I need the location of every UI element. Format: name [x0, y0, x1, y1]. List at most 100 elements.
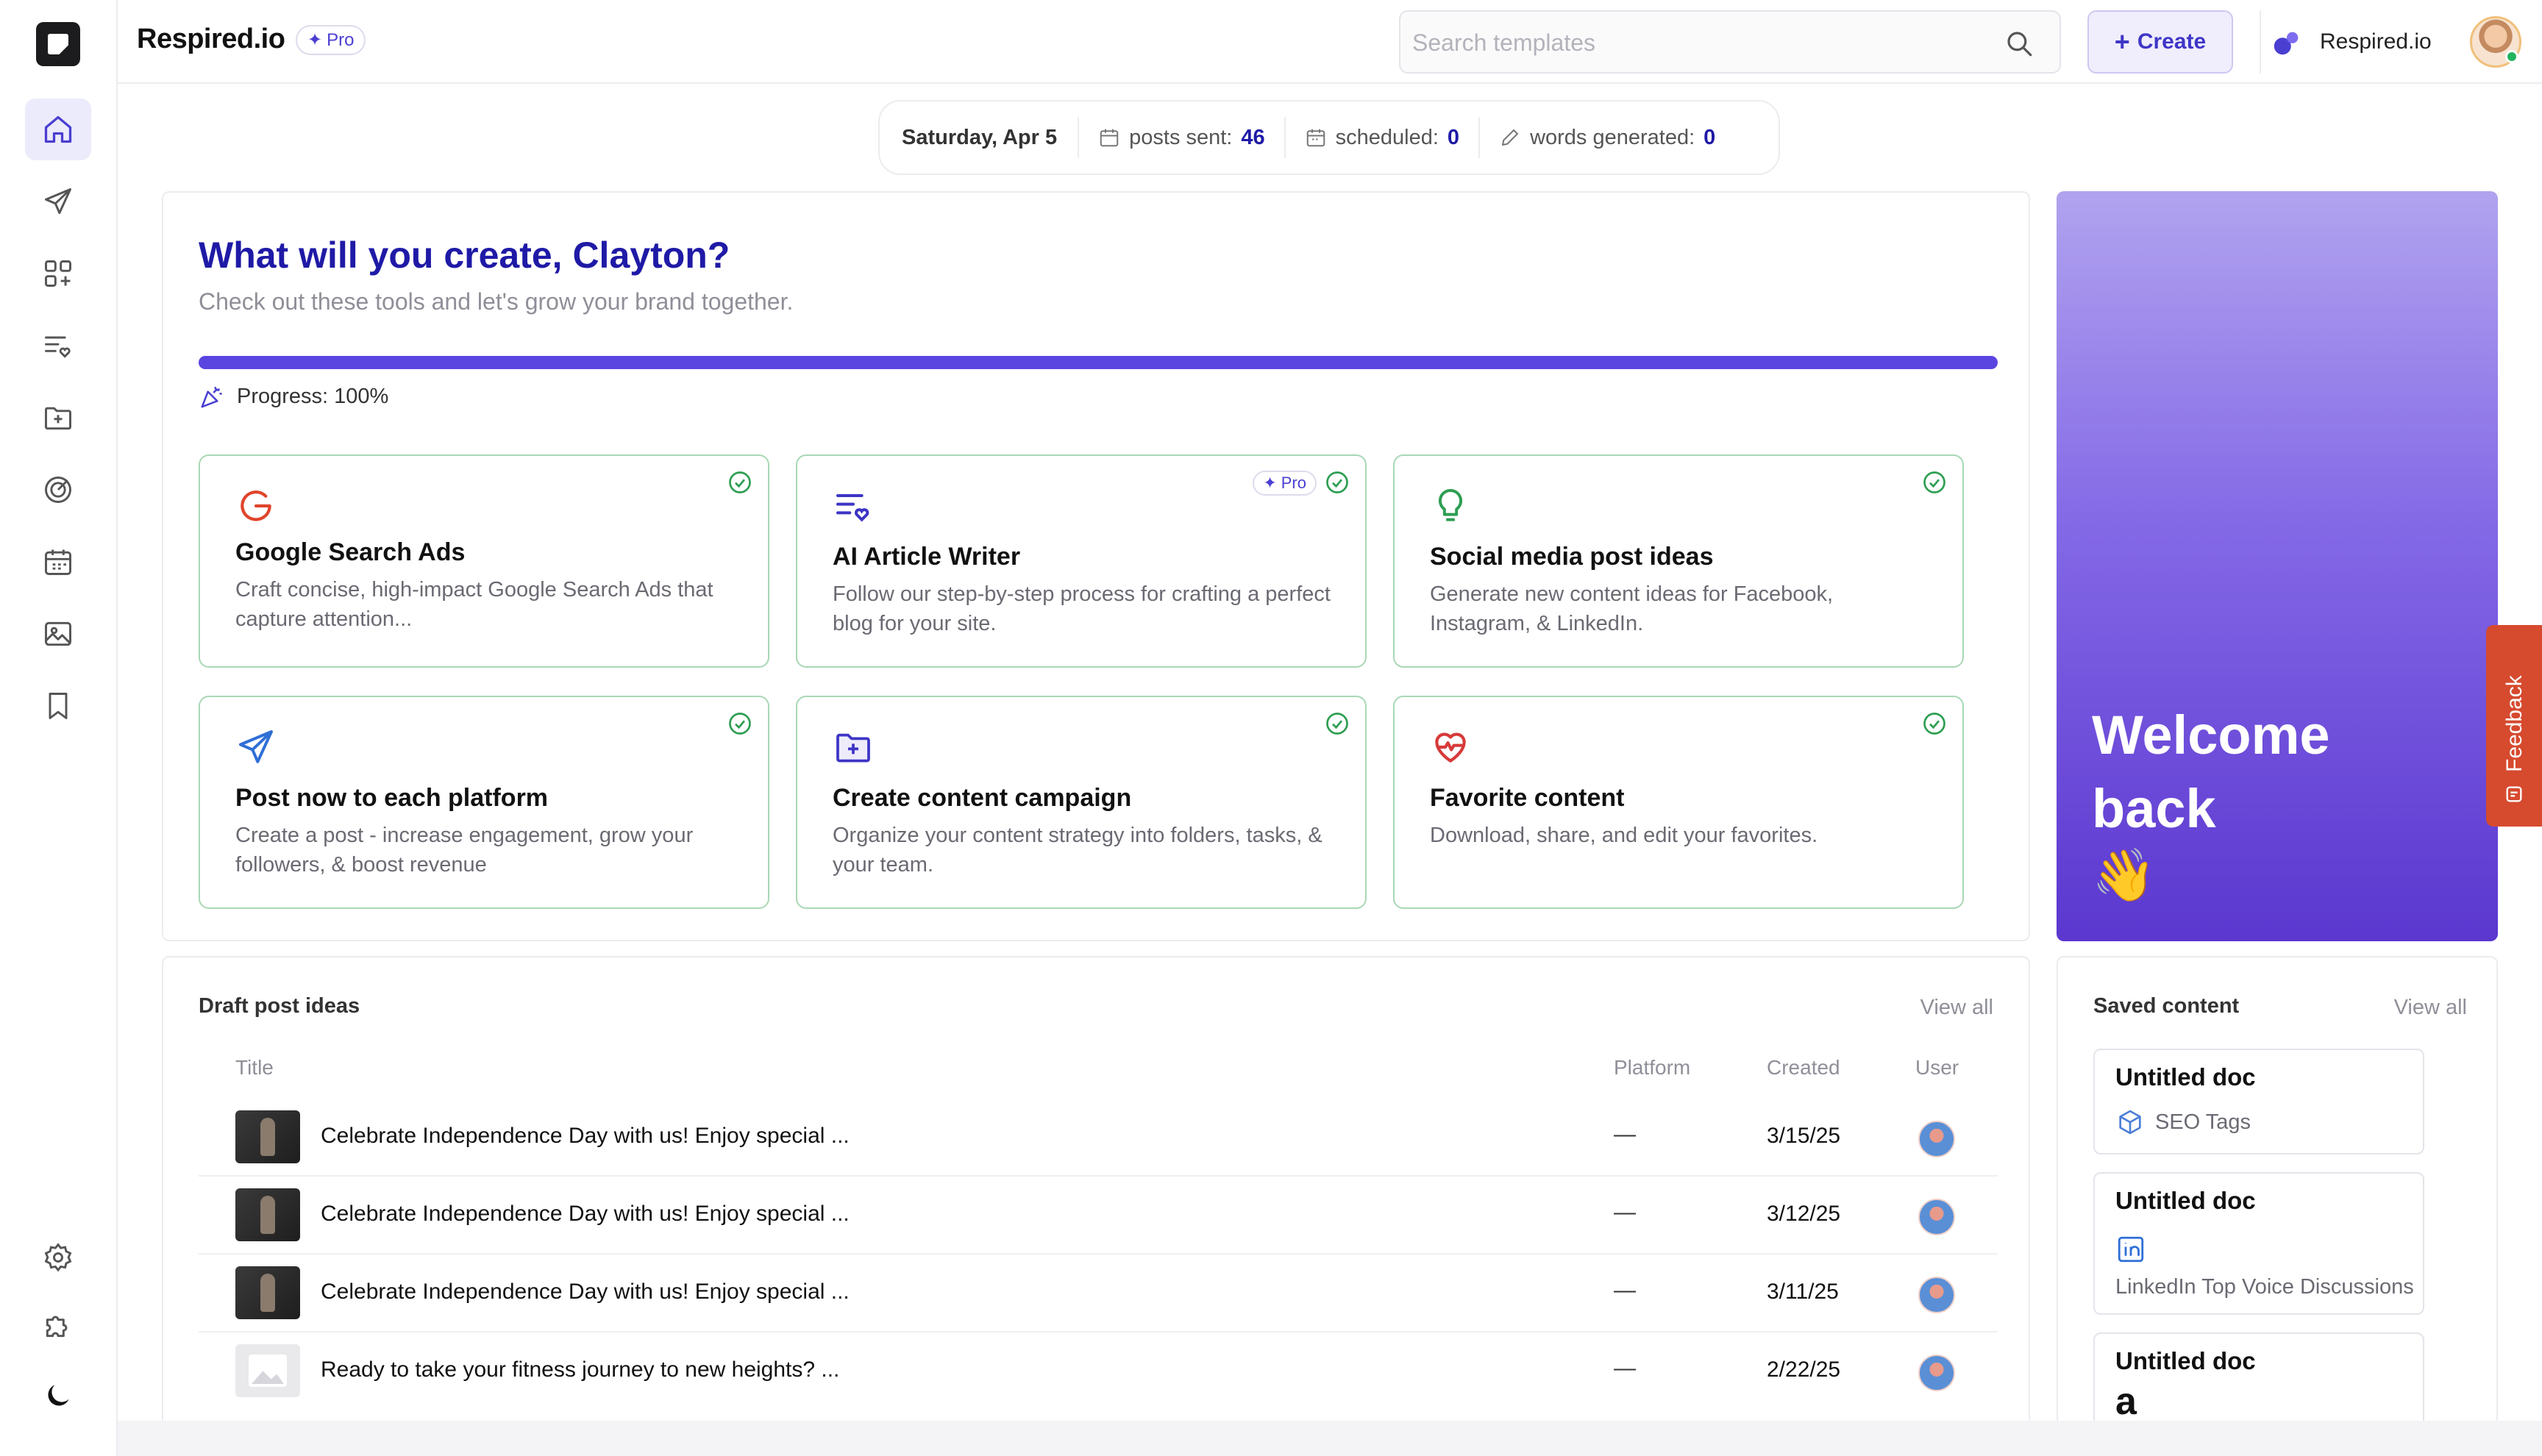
table-row[interactable]: Ready to take your fitness journey to ne… — [199, 1332, 1998, 1410]
tool-card-google-search-ads[interactable]: Google Search Ads Craft concise, high-im… — [199, 454, 769, 668]
column-header-user[interactable]: User — [1915, 1056, 1959, 1079]
post-title: Ready to take your fitness journey to ne… — [321, 1357, 840, 1382]
doc-name: Untitled doc — [2115, 1187, 2256, 1214]
tool-name: Social media post ideas — [1430, 543, 1714, 571]
feedback-label: Feedback — [2502, 675, 2527, 772]
puzzle-icon — [46, 1316, 68, 1338]
tool-card-ai-article-writer[interactable]: ✦ Pro AI Article Writer Follow our step-… — [796, 454, 1367, 668]
column-header-created[interactable]: Created — [1767, 1056, 1840, 1079]
doc-name: Untitled doc — [2115, 1063, 2256, 1091]
tool-description: Follow our step-by-step process for craf… — [833, 582, 1331, 635]
sidebar-item-goals[interactable] — [25, 459, 91, 521]
linkedin-icon — [2118, 1236, 2144, 1263]
user-avatar — [1918, 1121, 1955, 1157]
post-title: Celebrate Independence Day with us! Enjo… — [321, 1280, 850, 1304]
section-title: Draft post ideas — [199, 994, 360, 1018]
chat-icon — [2506, 786, 2522, 802]
workspace-switcher[interactable]: Respired.io — [2260, 10, 2542, 74]
hero-subtitle: Check out these tools and let's grow you… — [199, 288, 794, 315]
feedback-tab[interactable]: Feedback — [2486, 625, 2542, 827]
search-input[interactable] — [1412, 26, 1986, 59]
table-row[interactable]: Celebrate Independence Day with us! Enjo… — [199, 1099, 1998, 1177]
sidebar-item-images[interactable] — [25, 603, 91, 665]
column-header-platform[interactable]: Platform — [1614, 1056, 1691, 1079]
tool-card-create-content-campaign[interactable]: Create content campaign Organize your co… — [796, 696, 1367, 909]
tool-name: Favorite content — [1430, 784, 1625, 812]
sidebar-item-integrations[interactable] — [25, 1294, 91, 1356]
moon-icon — [48, 1385, 69, 1406]
tool-name: Google Search Ads — [235, 538, 466, 566]
welcome-text: Welcome back — [2092, 704, 2330, 839]
saved-doc-card[interactable]: Untitled doc SEO Tags — [2093, 1049, 2424, 1155]
pro-badge: ✦ Pro — [296, 25, 366, 55]
view-all-link[interactable]: View all — [2393, 996, 2467, 1019]
bookmark-icon — [49, 693, 68, 719]
tool-card-favorite-content[interactable]: Favorite content Download, share, and ed… — [1393, 696, 1964, 909]
view-all-link[interactable]: View all — [1920, 996, 1993, 1019]
check-circle-icon — [729, 471, 751, 493]
onboarding-card: What will you create, Clayton? Check out… — [162, 191, 2030, 941]
current-date: Saturday, Apr 5 — [902, 125, 1058, 149]
doc-template: LinkedIn Top Voice Discussions — [2115, 1275, 2414, 1299]
saved-doc-card[interactable]: Untitled doc LinkedIn Top Voice Discussi… — [2093, 1172, 2424, 1315]
posts-sent-label: posts sent: — [1129, 125, 1233, 149]
sidebar-item-settings[interactable] — [25, 1227, 91, 1288]
tool-card-post-now[interactable]: Post now to each platform Create a post … — [199, 696, 769, 909]
calendar-icon — [1306, 129, 1325, 147]
section-title: Saved content — [2093, 994, 2240, 1018]
post-platform: — — [1614, 1122, 1636, 1146]
sidebar-item-theme[interactable] — [25, 1365, 91, 1427]
sidebar-item-calendar[interactable] — [25, 531, 91, 593]
progress-status: Progress: 100% — [199, 382, 388, 410]
stat-scheduled: scheduled: 0 — [1284, 117, 1478, 158]
gear-icon — [44, 1243, 72, 1272]
posts-sent-value: 46 — [1241, 125, 1265, 149]
pencil-icon — [1502, 129, 1519, 146]
user-avatar — [1918, 1355, 1955, 1391]
user-avatar — [1918, 1277, 1955, 1313]
check-circle-icon — [1923, 471, 1945, 493]
sidebar-item-folder[interactable] — [25, 387, 91, 449]
home-icon — [44, 115, 72, 143]
send-icon — [45, 188, 71, 215]
sparkle-icon: ✦ — [1263, 474, 1277, 492]
workspace-logo-icon — [2274, 32, 2299, 55]
words-label: words generated: — [1530, 125, 1695, 149]
brand-name: Respired.io — [137, 24, 285, 54]
create-button[interactable]: + Create — [2087, 10, 2233, 74]
pro-label: Pro — [1281, 474, 1306, 492]
sidebar-item-home[interactable] — [25, 99, 91, 160]
welcome-banner: Welcome back 👋 — [2057, 191, 2498, 941]
heart-pulse-icon — [1435, 732, 1466, 763]
scheduled-label: scheduled: — [1335, 125, 1439, 149]
sidebar-item-favorites-list[interactable] — [25, 315, 91, 377]
sidebar-item-apps[interactable] — [25, 243, 91, 304]
sidebar-item-send[interactable] — [25, 171, 91, 232]
sidebar — [0, 0, 118, 1456]
post-created: 3/11/25 — [1767, 1280, 1839, 1304]
column-header-title[interactable]: Title — [235, 1056, 274, 1079]
sidebar-item-bookmarks[interactable] — [25, 675, 91, 737]
cube-icon — [2119, 1110, 2141, 1135]
tool-name: Create content campaign — [833, 784, 1132, 812]
tool-card-social-media-post-ideas[interactable]: Social media post ideas Generate new con… — [1393, 454, 1964, 668]
post-platform: — — [1614, 1278, 1636, 1302]
app-logo[interactable] — [36, 22, 80, 66]
pro-label: Pro — [327, 29, 355, 50]
saved-content: Saved content View all Untitled doc SEO … — [2057, 956, 2498, 1427]
table-row[interactable]: Celebrate Independence Day with us! Enjo… — [199, 1255, 1998, 1332]
post-created: 3/15/25 — [1767, 1124, 1841, 1148]
doc-template-name: LinkedIn Top Voice Discussions — [2115, 1275, 2414, 1299]
list-heart-icon — [45, 336, 71, 358]
saved-doc-card[interactable]: Untitled doc a — [2093, 1332, 2424, 1425]
table-row[interactable]: Celebrate Independence Day with us! Enjo… — [199, 1177, 1998, 1255]
post-platform: — — [1614, 1356, 1636, 1380]
progress-bar — [199, 356, 1998, 369]
progress-fill — [199, 356, 1998, 369]
post-platform: — — [1614, 1200, 1636, 1224]
search-icon[interactable] — [2004, 28, 2034, 59]
stats-bar: Saturday, Apr 5 posts sent: 46 scheduled… — [878, 100, 1780, 175]
apps-add-icon — [45, 260, 71, 287]
check-circle-icon — [1326, 713, 1348, 735]
amazon-icon: a — [2115, 1380, 2137, 1423]
